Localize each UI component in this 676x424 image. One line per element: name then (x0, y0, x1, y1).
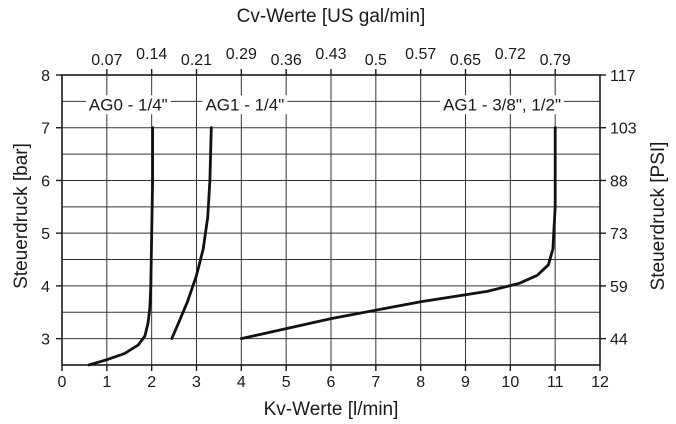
x-tick-label: 4 (237, 374, 246, 391)
series-label-1: AG0 - 1/4" (89, 95, 168, 114)
series-curve-2 (170, 126, 213, 340)
y-tick-label: 7 (41, 121, 50, 138)
series-label-background (202, 95, 288, 115)
series-label-2: AG1 - 1/4" (205, 95, 284, 114)
x-tick-label: 8 (416, 374, 425, 391)
series-label-background (440, 95, 564, 115)
x-tick-label: 0 (58, 374, 67, 391)
x-tick-label: 11 (547, 374, 564, 391)
y-tick-label: 6 (41, 173, 50, 190)
y2-tick-label: 117 (610, 68, 636, 85)
x2-tick-label: 0.36 (271, 52, 302, 69)
x-tick-label: 2 (147, 374, 156, 391)
x2-tick-label: 0.57 (405, 46, 436, 63)
x-tick-label: 10 (501, 374, 519, 391)
x-tick-label: 1 (102, 374, 111, 391)
x2-tick-label: 0.65 (450, 52, 481, 69)
x-tick-label: 12 (591, 374, 609, 391)
series-curve-1 (87, 126, 154, 367)
y-tick-label: 3 (41, 332, 50, 349)
y2-axis-title: Steuerdruck [PSI] (648, 142, 669, 291)
y-tick-label: 5 (41, 226, 50, 243)
y2-tick-label: 73 (610, 226, 628, 243)
x-tick-label: 7 (371, 374, 380, 391)
x2-tick-label: 0.79 (540, 52, 571, 69)
y2-tick-label: 59 (610, 279, 628, 296)
x2-tick-label: 0.72 (495, 46, 526, 63)
x-tick-label: 9 (461, 374, 470, 391)
x2-tick-label: 0.07 (91, 52, 122, 69)
x-tick-label: 6 (327, 374, 336, 391)
x2-axis-title: Cv-Werte [US gal/min] (237, 6, 426, 27)
y2-tick-label: 88 (610, 173, 628, 190)
series-label-3: AG1 - 3/8", 1/2" (443, 95, 561, 114)
x2-tick-label: 0.21 (181, 52, 212, 69)
x2-tick-label: 0.43 (315, 46, 346, 63)
y-tick-label: 4 (41, 279, 50, 296)
x-tick-label: 3 (192, 374, 201, 391)
y2-tick-label: 44 (610, 332, 628, 349)
series-label-background (85, 95, 171, 115)
x2-tick-label: 0.5 (365, 52, 387, 69)
y-tick-label: 8 (41, 68, 50, 85)
series: AG0 - 1/4" AG1 - 1/4" AG1 - 3/8", 1/2" (85, 95, 564, 367)
y-axis-title: Steuerdruck [bar] (11, 143, 32, 289)
x2-tick-label: 0.29 (226, 46, 257, 63)
x2-tick-label: 0.14 (136, 46, 167, 63)
x-tick-label: 5 (282, 374, 291, 391)
series-curve-3 (239, 126, 557, 340)
grid (62, 75, 600, 365)
y2-tick-label: 103 (610, 121, 637, 138)
x-axis-title: Kv-Werte [l/min] (264, 399, 399, 420)
